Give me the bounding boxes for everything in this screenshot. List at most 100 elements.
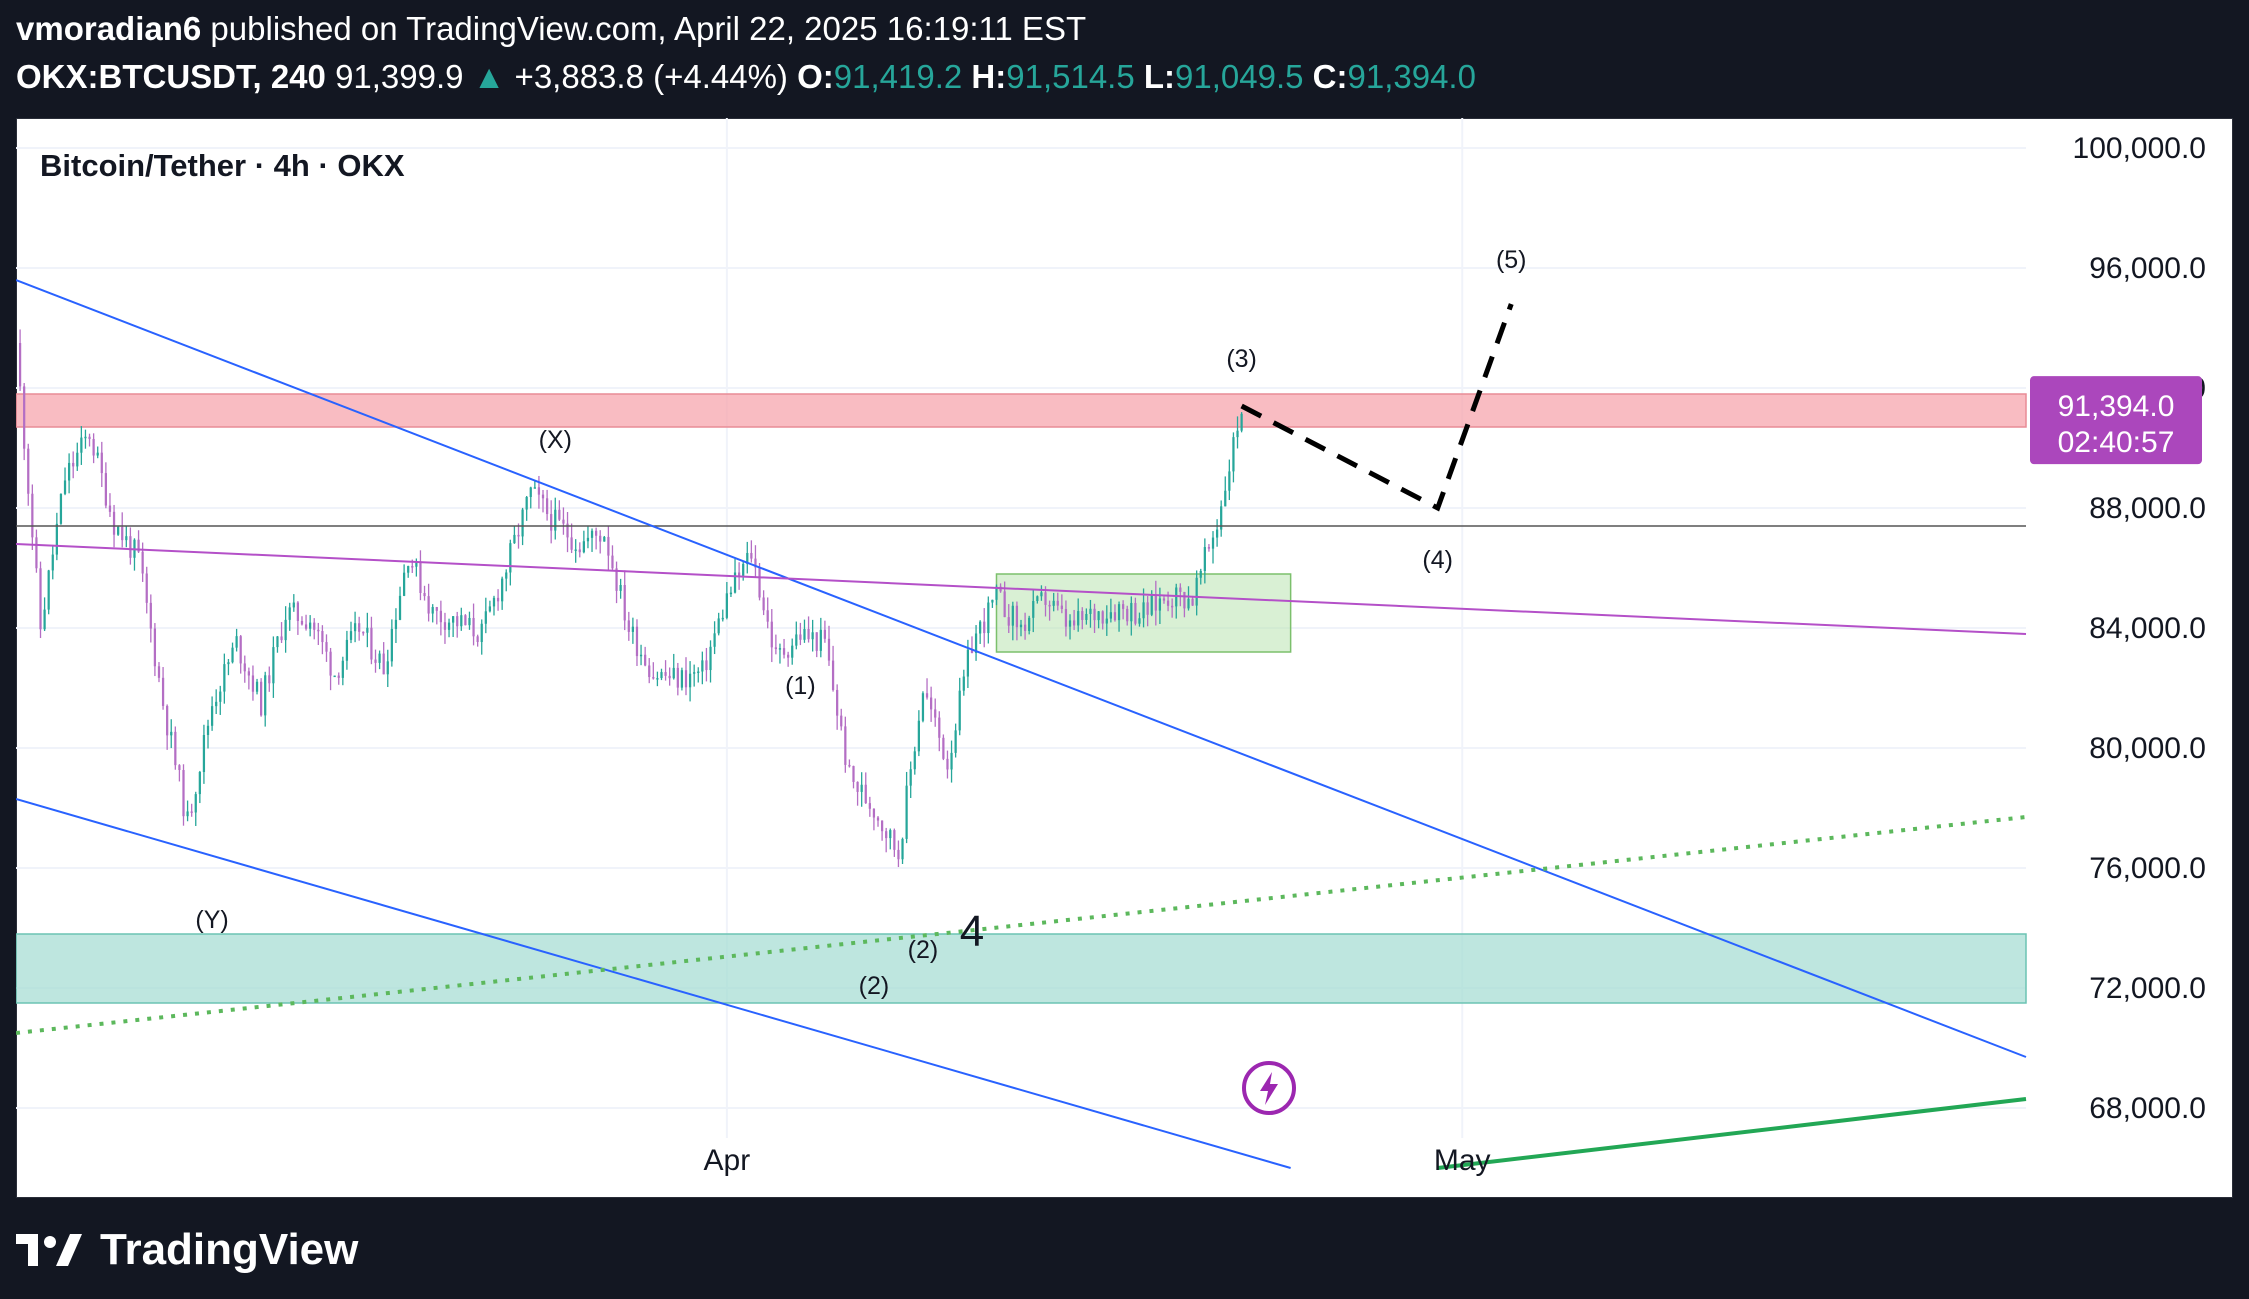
candle-body [893, 830, 896, 850]
tradingview-brand[interactable]: TradingView [100, 1225, 359, 1274]
candle-body [366, 627, 369, 633]
y-axis-tick-label: 88,000.0 [2089, 492, 2206, 525]
candle-body [705, 660, 708, 671]
candle [215, 689, 218, 715]
candle [464, 614, 467, 626]
candle [836, 684, 839, 730]
candle [447, 618, 451, 638]
candle-body [607, 536, 610, 556]
candle-body [1146, 602, 1149, 615]
candle [831, 645, 835, 692]
candle [852, 765, 855, 789]
published-text: published on TradingView.com, April 22, … [210, 10, 1087, 47]
candle-body [954, 730, 957, 753]
close-label: C: [1312, 58, 1348, 95]
candle [1077, 598, 1080, 632]
candle-body [754, 558, 757, 568]
upper-channel-line [16, 279, 2027, 1058]
candle [758, 563, 761, 601]
candle-body [525, 496, 528, 510]
wave-label: (Y) [195, 906, 228, 934]
candle [31, 484, 34, 550]
candle [190, 803, 193, 817]
chart-background [16, 118, 2233, 1198]
candle-body [574, 549, 577, 551]
price-chart[interactable]: (Y) (X) (1) (2) (2) 4 (3) (4) (5) 100,000.0 96,000… [16, 118, 2233, 1198]
candle-body [288, 607, 291, 620]
candle-body [374, 659, 377, 663]
candle [840, 708, 843, 731]
candle-body [713, 633, 716, 647]
candle-body [925, 693, 929, 698]
candle-body [974, 633, 978, 653]
candle-body [141, 551, 144, 574]
candle-body [537, 487, 541, 495]
candle-body [889, 830, 892, 839]
candle [594, 527, 598, 550]
candle-body [1081, 611, 1084, 620]
candle-body [619, 585, 622, 591]
wave-label: (X) [539, 426, 572, 454]
bar-countdown-label: 02:40:57 [2058, 426, 2175, 459]
candle [276, 635, 279, 653]
candle [676, 662, 679, 696]
candle [697, 667, 700, 683]
candle [153, 623, 157, 677]
candle [1224, 476, 1227, 507]
y-axis-tick-label: 80,000.0 [2089, 732, 2206, 765]
candle-body [762, 597, 765, 611]
candle-body [1191, 598, 1194, 606]
candle-body [47, 570, 50, 610]
candle [329, 647, 332, 691]
wave-projection-path [1240, 303, 1514, 512]
candle-body [1089, 608, 1092, 614]
candle-body [656, 678, 659, 680]
candle-body [1154, 594, 1157, 611]
low-value: 91,049.5 [1175, 58, 1304, 95]
candle [848, 759, 851, 768]
candle [239, 635, 242, 674]
candle-body [746, 552, 749, 564]
candle [288, 602, 291, 631]
candle-body [897, 849, 900, 860]
candle-body [108, 505, 112, 512]
candle [648, 658, 651, 684]
candle [96, 446, 99, 459]
candle-body [419, 561, 422, 594]
candle-body [844, 726, 847, 765]
candle [672, 653, 675, 680]
candle [819, 617, 822, 658]
candle [909, 761, 912, 798]
candle [586, 525, 590, 549]
candle-body [304, 624, 308, 629]
candle [1040, 585, 1043, 601]
candle-body [182, 770, 185, 817]
candle-body [770, 621, 773, 648]
candle-body [186, 811, 189, 817]
candle-body [864, 784, 867, 804]
candle-body [443, 622, 447, 630]
candle [558, 500, 561, 521]
candle [505, 569, 508, 592]
candle [660, 668, 663, 681]
candle [121, 512, 124, 548]
symbol-label[interactable]: OKX:BTCUSDT, 240 [16, 58, 326, 95]
candle [247, 667, 250, 690]
candle [202, 724, 206, 784]
publisher-name[interactable]: vmoradian6 [16, 10, 202, 47]
candle [402, 564, 406, 597]
candle-body [823, 629, 827, 639]
candle-body [325, 642, 328, 652]
candle-body [1138, 618, 1141, 624]
candle [611, 545, 614, 570]
candle [1195, 570, 1198, 616]
candle-body [795, 634, 798, 646]
high-label: H: [971, 58, 1007, 95]
candle [1007, 604, 1010, 634]
chart-panel[interactable]: (Y) (X) (1) (2) (2) 4 (3) (4) (5) 100,000.0 96,000… [16, 118, 2233, 1198]
candle [333, 675, 336, 678]
candle [243, 655, 246, 683]
candle [1019, 619, 1023, 637]
candle-body [1064, 608, 1068, 627]
open-label: O: [797, 58, 834, 95]
